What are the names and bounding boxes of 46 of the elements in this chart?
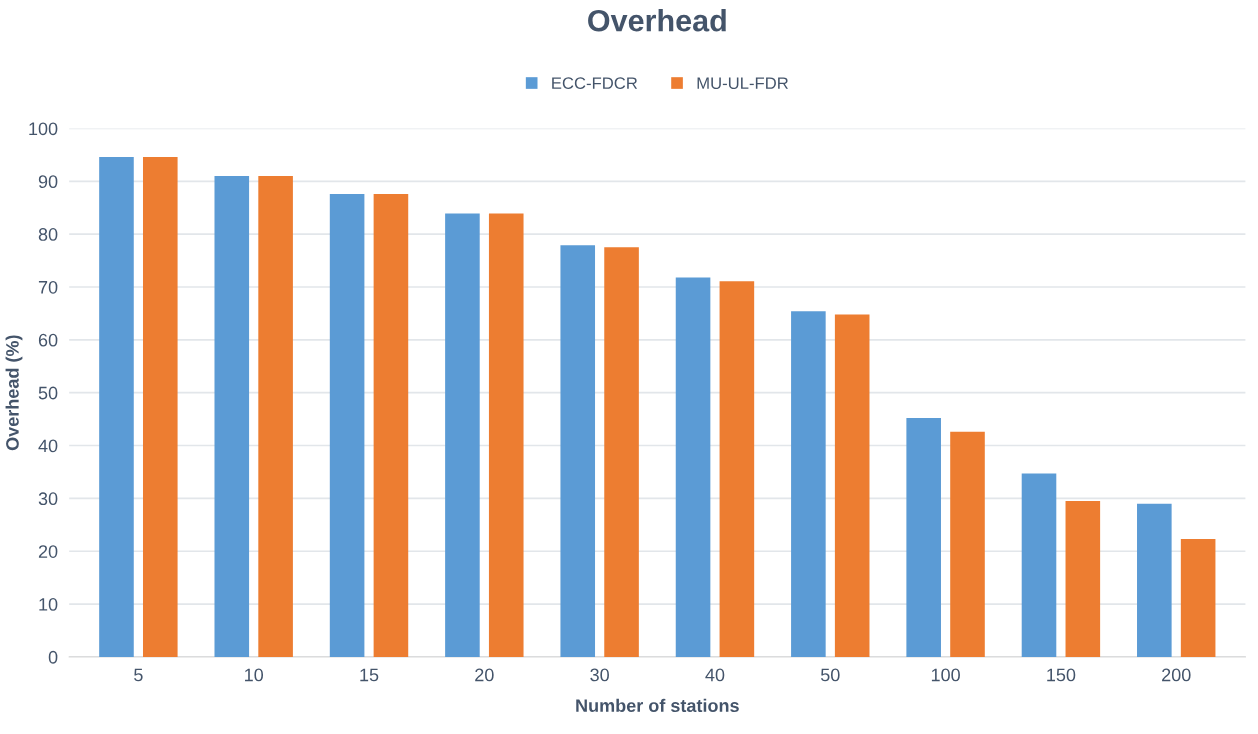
bar bbox=[373, 193, 409, 657]
bar bbox=[791, 311, 826, 657]
x-tick-label: 10 bbox=[245, 668, 264, 682]
x-tick-label: 30 bbox=[590, 668, 609, 682]
bar bbox=[1137, 503, 1172, 657]
y-tick-label: 0 bbox=[48, 650, 58, 664]
bar bbox=[214, 176, 250, 657]
x-tick-label: 100 bbox=[931, 668, 960, 682]
x-tick-label: 5 bbox=[134, 668, 143, 682]
bar bbox=[258, 176, 293, 657]
x-tick-label: 20 bbox=[475, 668, 494, 682]
bar bbox=[906, 418, 941, 657]
y-tick-label: 60 bbox=[38, 333, 58, 347]
bar bbox=[604, 247, 639, 657]
bar bbox=[329, 193, 365, 657]
bar bbox=[1021, 473, 1057, 657]
bar bbox=[834, 314, 870, 657]
legend-label: ECC-FDCR bbox=[552, 77, 638, 90]
y-tick-label: 10 bbox=[39, 598, 58, 611]
x-tick-label: 40 bbox=[705, 668, 725, 682]
bar bbox=[719, 281, 755, 657]
y-tick-label: 20 bbox=[38, 545, 58, 558]
bar bbox=[488, 213, 524, 657]
y-tick-label: 30 bbox=[38, 492, 58, 506]
y-tick-label: 90 bbox=[38, 175, 58, 189]
chart-title: Overhead bbox=[588, 9, 726, 32]
legend-label: MU-UL-FDR bbox=[697, 77, 788, 90]
x-tick-label: 50 bbox=[820, 668, 840, 682]
bar bbox=[675, 277, 711, 657]
bar bbox=[99, 156, 134, 657]
y-tick-label: 40 bbox=[38, 439, 58, 453]
x-tick-label: 150 bbox=[1047, 668, 1076, 682]
y-axis-title: Overhead (%) bbox=[5, 335, 23, 451]
y-tick-label: 70 bbox=[38, 280, 58, 294]
bar bbox=[560, 245, 596, 657]
bar bbox=[1065, 501, 1101, 657]
x-axis-title: Number of stations bbox=[576, 698, 739, 713]
y-tick-label: 100 bbox=[29, 122, 58, 136]
bar bbox=[1180, 539, 1216, 657]
x-tick-label: 15 bbox=[360, 668, 379, 682]
x-tick-label: 200 bbox=[1162, 668, 1191, 682]
y-tick-label: 50 bbox=[38, 386, 58, 400]
bar bbox=[950, 431, 985, 657]
bar bbox=[142, 156, 178, 657]
bar bbox=[445, 213, 480, 657]
y-tick-label: 80 bbox=[38, 228, 58, 241]
